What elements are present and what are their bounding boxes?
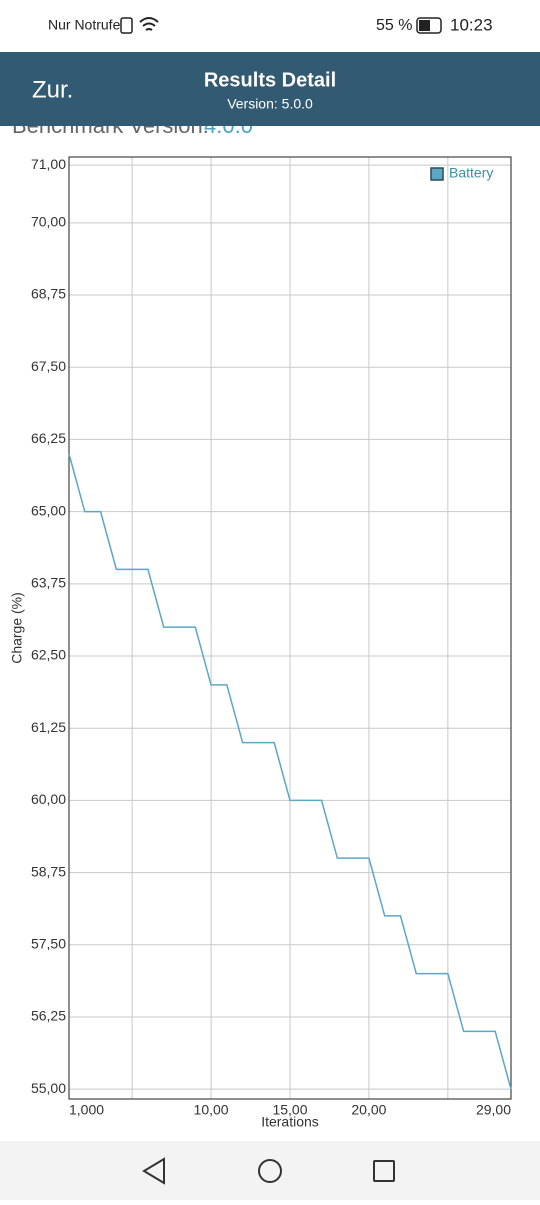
y-tick-label: 61,25	[31, 719, 66, 735]
battery-fill	[419, 20, 430, 31]
y-tick-label: 58,75	[31, 863, 66, 879]
y-tick-label: 66,25	[31, 430, 66, 446]
back-button[interactable]: Zur.	[32, 76, 73, 103]
y-tick-label: 71,00	[31, 156, 66, 172]
y-tick-label: 57,50	[31, 935, 66, 951]
clock: 10:23	[450, 15, 493, 34]
status-bar	[0, 0, 540, 52]
app-title: Results Detail	[204, 69, 336, 91]
wifi-icon	[139, 17, 159, 31]
y-tick-label: 55,00	[31, 1080, 66, 1096]
x-tick-label: 15,00	[272, 1102, 307, 1118]
y-tick-label: 62,50	[31, 647, 66, 663]
app-bar	[0, 52, 540, 126]
y-tick-label: 60,00	[31, 791, 66, 807]
y-tick-label: 56,25	[31, 1008, 66, 1024]
x-tick-label: 1,000	[69, 1102, 104, 1118]
y-tick-label: 68,75	[31, 286, 66, 302]
nav-back[interactable]	[142, 1157, 165, 1185]
plot-frame	[68, 156, 512, 1100]
battery-icon	[416, 17, 442, 34]
battery-level: 55 %	[376, 17, 412, 34]
nav-home[interactable]	[258, 1159, 282, 1183]
x-tick-label: 20,00	[351, 1102, 386, 1118]
x-tick-label: 29,00	[476, 1102, 511, 1118]
app-subtitle: Version: 5.0.0	[227, 96, 313, 112]
y-tick-label: 65,00	[31, 502, 66, 518]
y-tick-label: 70,00	[31, 214, 66, 230]
nav-recent[interactable]	[373, 1160, 395, 1182]
legend-swatch	[430, 167, 444, 181]
carrier: Nur Notrufe	[48, 17, 121, 33]
data-line	[68, 453, 512, 1090]
y-tick-label: 63,75	[31, 575, 66, 591]
nav-bar	[0, 1141, 540, 1200]
sim-icon	[120, 17, 133, 34]
legend-label: Battery	[449, 165, 493, 181]
y-axis-label: Charge (%)	[9, 592, 25, 664]
x-tick-label: 10,00	[194, 1102, 229, 1118]
y-tick-label: 67,50	[31, 358, 66, 374]
x-axis-label: Iterations	[261, 1114, 319, 1130]
